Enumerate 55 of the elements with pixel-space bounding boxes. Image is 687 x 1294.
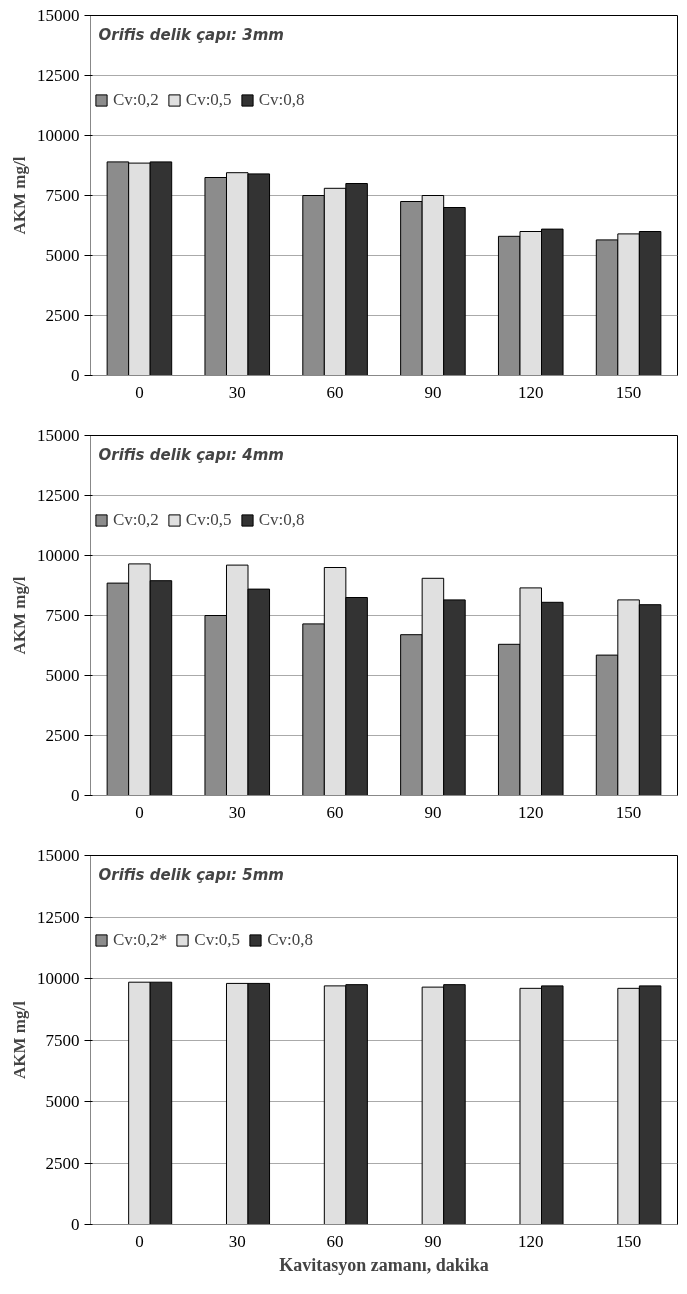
y-tick-label: 10000 xyxy=(37,546,80,565)
x-tick-label: 120 xyxy=(518,382,544,402)
legend-label: Cv:0,5 xyxy=(194,930,241,950)
y-axis-title: AKM mg/l xyxy=(10,156,29,235)
x-tick-label: 90 xyxy=(424,1231,442,1251)
x-tick-label: 60 xyxy=(326,1231,344,1251)
legend-label: Cv:0,2 xyxy=(113,90,159,110)
x-axis-title: Kavitasyon zamanı, dakika xyxy=(279,1254,489,1275)
x-tick-label: 120 xyxy=(518,802,544,822)
text: Orifis delik çapı: 5mm xyxy=(98,865,284,884)
y-tick-label: 12500 xyxy=(37,907,80,927)
legend-label: Cv:0,5 xyxy=(185,510,232,530)
y-tick-label: 0 xyxy=(71,786,80,805)
x-tick-label: 0 xyxy=(135,1231,144,1251)
y-tick-label: 5000 xyxy=(45,246,80,265)
x-tick-label: 0 xyxy=(135,802,144,822)
x-tick-label: 150 xyxy=(615,1231,642,1251)
x-tick-label: 90 xyxy=(424,802,442,822)
text: Orifis delik çapı: 3mm xyxy=(98,25,284,44)
x-tick-label: 150 xyxy=(615,802,642,822)
y-tick-label: 2500 xyxy=(45,1153,80,1173)
y-tick-label: 12500 xyxy=(37,66,80,85)
y-tick-label: 7500 xyxy=(45,606,80,625)
y-axis-title: AKM mg/l xyxy=(10,1000,29,1079)
y-tick-label: 10000 xyxy=(37,126,80,145)
y-tick-label: 15000 xyxy=(37,846,80,865)
text: Orifis delik çapı: 4mm xyxy=(98,445,284,464)
x-tick-label: 60 xyxy=(326,382,344,402)
y-tick-label: 15000 xyxy=(37,6,80,25)
x-tick-label: 150 xyxy=(615,382,642,402)
y-tick-label: 15000 xyxy=(37,426,80,445)
legend-label: Cv:0,2* xyxy=(113,930,168,950)
x-tick-label: 90 xyxy=(424,382,442,402)
legend-label: Cv:0,8 xyxy=(267,930,313,950)
x-tick-label: 0 xyxy=(135,382,144,402)
y-tick-label: 5000 xyxy=(45,1092,80,1111)
x-tick-label: 120 xyxy=(518,1231,544,1251)
y-tick-label: 0 xyxy=(71,1215,80,1234)
x-tick-label: 30 xyxy=(228,1231,246,1251)
legend-label: Cv:0,8 xyxy=(258,90,305,110)
y-tick-label: 12500 xyxy=(37,486,80,505)
y-tick-label: 7500 xyxy=(45,186,80,205)
y-tick-label: 5000 xyxy=(45,666,80,685)
x-tick-label: 60 xyxy=(326,802,344,822)
y-tick-label: 2500 xyxy=(45,726,80,745)
legend-label: Cv:0,2 xyxy=(113,510,159,530)
legend-label: Cv:0,5 xyxy=(185,90,232,110)
legend-label: Cv:0,8 xyxy=(258,510,305,530)
y-tick-label: 7500 xyxy=(45,1030,80,1050)
y-tick-label: 10000 xyxy=(37,969,80,988)
x-tick-label: 30 xyxy=(228,802,246,822)
x-tick-label: 30 xyxy=(228,382,246,402)
y-tick-label: 2500 xyxy=(45,306,80,325)
y-axis-title: AKM mg/l xyxy=(10,576,29,655)
y-tick-label: 0 xyxy=(71,366,80,385)
